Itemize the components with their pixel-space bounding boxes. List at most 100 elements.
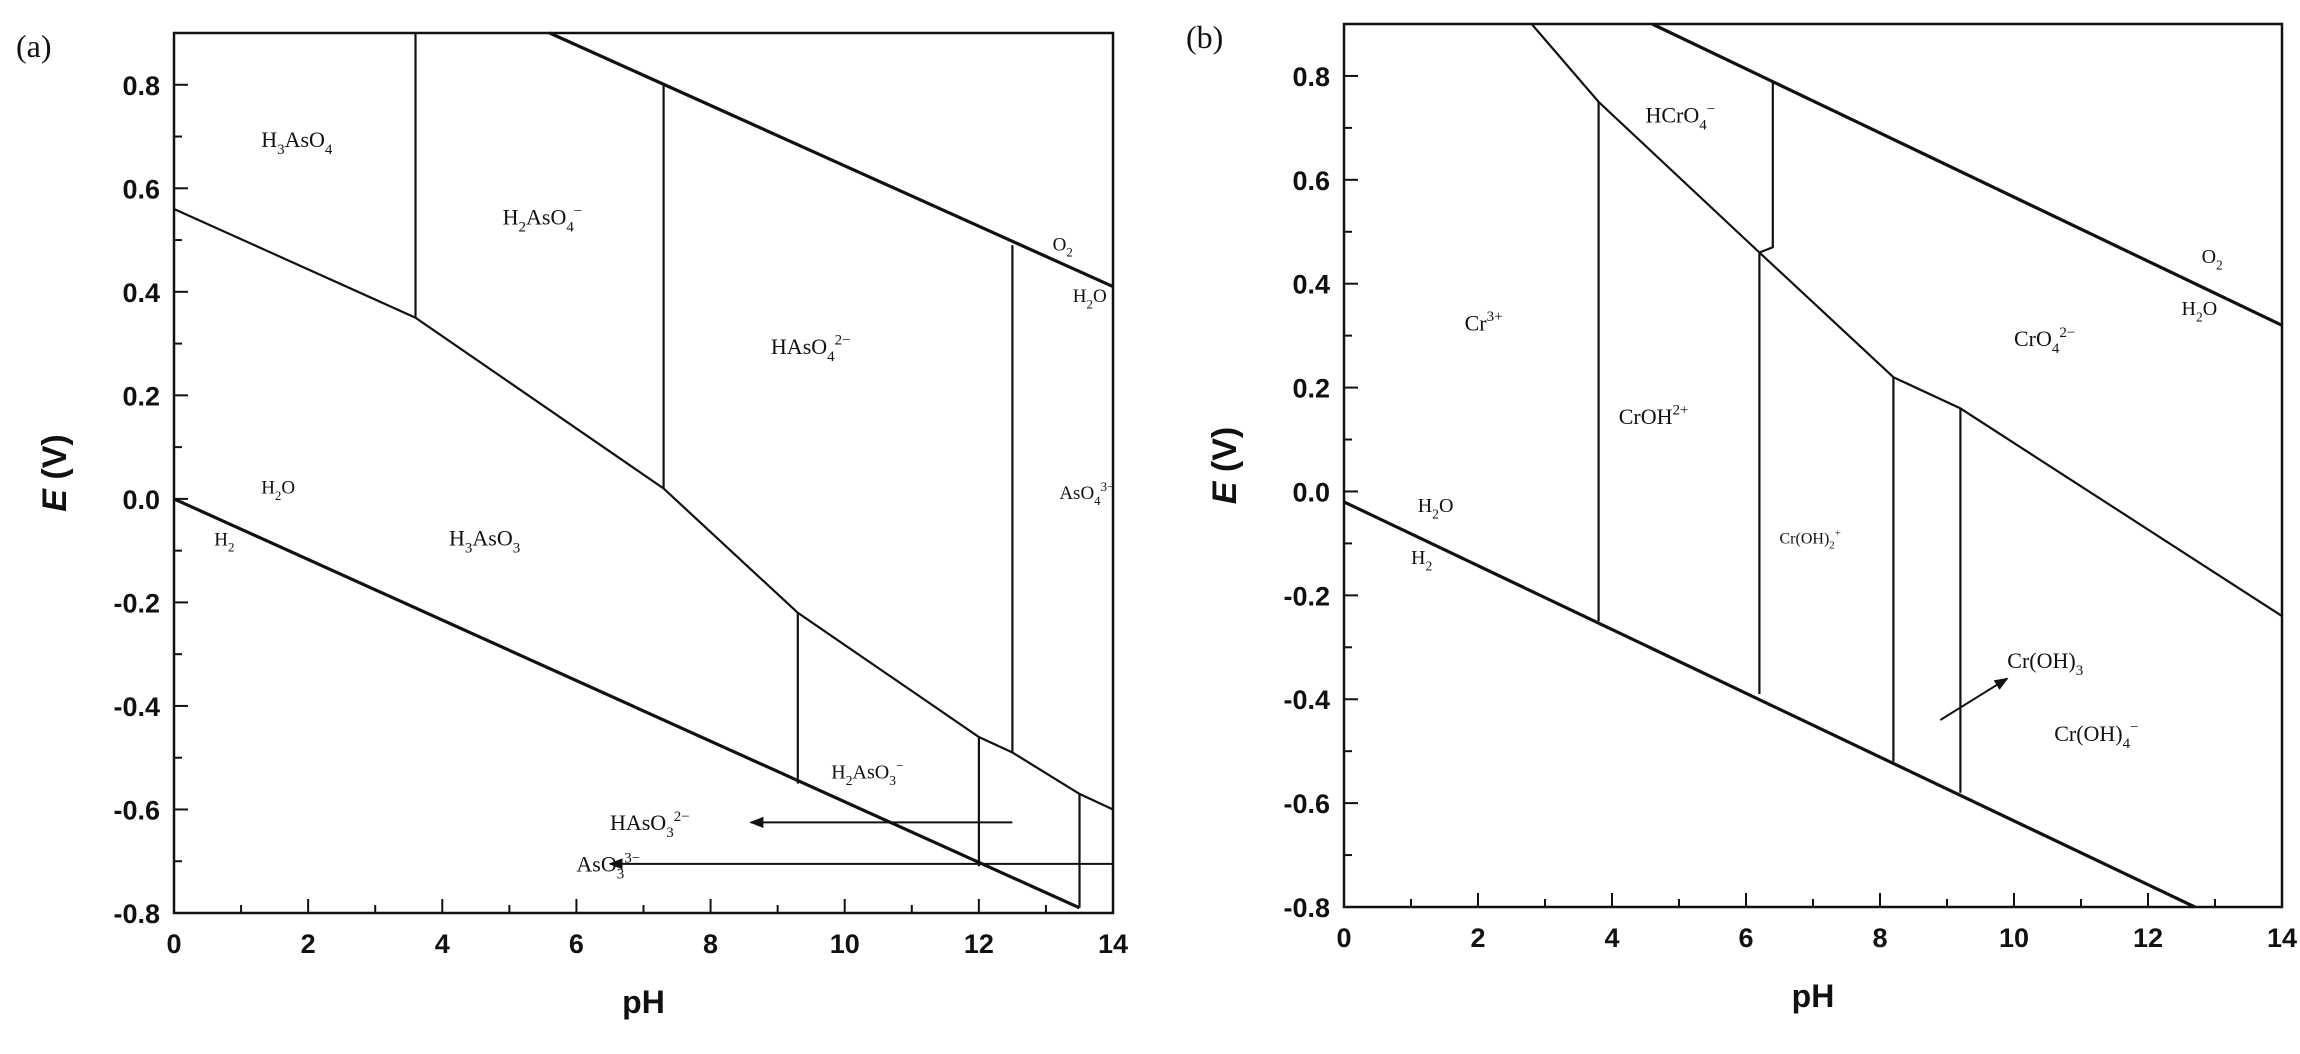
species-label-part: H [831,761,845,783]
y-tick-label: 0.0 [1292,477,1330,507]
species-label: O2 [2202,246,2223,272]
y-axis-title: E (V) [1206,427,1244,504]
species-label-part: − [896,758,904,773]
y-tick-label: 0.2 [122,381,160,411]
species-label-part: 2 [2216,257,2223,272]
species-label-part: 2 [1829,540,1834,552]
y-axis-title: E (V) [36,434,74,511]
x-tick-label: 2 [1470,923,1485,953]
species-label-part: 2 [519,220,527,236]
species-label-part: 3+ [1487,309,1503,325]
species-label: H2O [2182,298,2218,324]
species-label: Cr(OH)4− [2054,720,2138,752]
x-tick-label: 0 [166,929,181,959]
species-label: HAsO32− [610,809,690,841]
species-label-part: AsO [1059,483,1094,504]
x-tick-label: 8 [703,929,718,959]
y-tick-label: -0.6 [1283,789,1330,819]
species-label-part: 3 [2076,663,2084,679]
water-stability-line [548,31,1114,289]
species-label: Cr3+ [1465,309,1503,335]
species-label-part: H [261,478,275,499]
panel-label: (a) [16,28,52,64]
species-label: H2 [214,529,234,554]
species-label: Cr(OH)3 [2007,648,2083,679]
species-label-part: 4 [2123,736,2131,752]
species-label: H2O [1073,286,1107,311]
y-tick-label: 0.8 [1292,62,1330,92]
species-boundary-line [1530,23,2283,618]
x-tick-label: 10 [1999,923,2029,953]
x-tick-label: 2 [301,929,316,959]
x-tick-label: 0 [1336,923,1351,953]
species-label-part: 2 [1432,507,1439,522]
species-label: H3AsO4 [261,127,333,158]
y-tick-label: 0.6 [1292,166,1330,196]
species-label-part: 3− [1101,480,1115,494]
species-label-part: CrOH [1619,404,1673,429]
plot-frame [1342,22,2284,909]
x-tick-label: 14 [1098,929,1128,959]
species-label-part: 3 [513,541,521,557]
species-label-part: 3 [617,867,625,883]
species-label-part: H [503,205,519,230]
species-boundary-line [1759,81,1774,254]
species-label: AsO33− [576,850,640,882]
species-label-part: AsO [576,852,616,877]
water-stability-line [173,497,1081,910]
y-axis-title-unit: (V) [36,434,74,489]
y-tick-label: 0.6 [122,174,160,204]
species-label-part: O [2203,298,2217,320]
species-label-part: 2− [674,809,690,825]
species-label-part: CrO [2014,326,2052,351]
species-label-part: O [281,478,295,499]
species-label-part: 2 [846,773,853,788]
species-label-part: AsO [526,205,566,230]
y-tick-label: 0.2 [1292,374,1330,404]
y-tick-label: 0.4 [1292,270,1330,300]
species-label-part: 2− [835,333,851,349]
y-tick-label: -0.8 [1283,893,1330,923]
species-label-part: O [1439,495,1453,517]
x-tick-label: 6 [569,929,584,959]
species-label-part: HCrO [1646,103,1700,128]
x-tick-label: 12 [964,929,994,959]
y-tick-label: -0.4 [113,692,160,722]
species-label-part: 4 [1094,494,1101,508]
species-label-part: − [2130,720,2138,736]
species-label-part: 2 [1425,559,1432,574]
plot-frame [172,31,1115,915]
y-tick-label: -0.8 [113,899,160,929]
species-label-part: HAsO [771,334,827,359]
x-tick-label: 10 [830,929,860,959]
y-tick-label: -0.2 [1283,581,1330,611]
species-label-part: 2− [2059,325,2075,341]
species-label-part: H [1411,547,1425,569]
species-label: CrO42− [2014,325,2075,357]
species-label: H2 [1411,547,1432,573]
species-label-part: 4 [1699,118,1707,134]
water-stability-line [1651,22,2283,327]
y-tick-label: -0.2 [113,588,160,618]
species-label: AsO43− [1059,480,1114,508]
species-label: H2O [261,478,295,503]
species-label-part: AsO [853,761,890,783]
species-label-part: + [1835,528,1841,540]
species-label-part: AsO [472,525,512,550]
x-tick-label: 6 [1738,923,1753,953]
species-label-part: O [2202,246,2216,268]
species-label: HCrO4− [1646,101,1716,133]
species-label-part: H [214,529,228,550]
panel-a-chart: 0 2 4 6 8 10 12 14 -0.8 -0.6 -0.4 -0.2 0.0 0.2 0.4 0.6 0… [16,28,1128,1020]
y-axis-title-unit: (V) [1206,427,1244,482]
y-tick-label: 0.0 [122,485,160,515]
x-axis-title: pH [622,984,665,1020]
y-tick-label: 0.4 [122,278,160,308]
water-stability-line [1343,500,2196,909]
species-label-part: Cr [1465,310,1488,335]
species-label-part: AsO [285,127,325,152]
species-label-part: H [1073,286,1087,307]
species-label: HAsO42− [771,333,851,365]
species-label-part: 3 [277,142,285,158]
species-label: O2 [1053,234,1073,259]
